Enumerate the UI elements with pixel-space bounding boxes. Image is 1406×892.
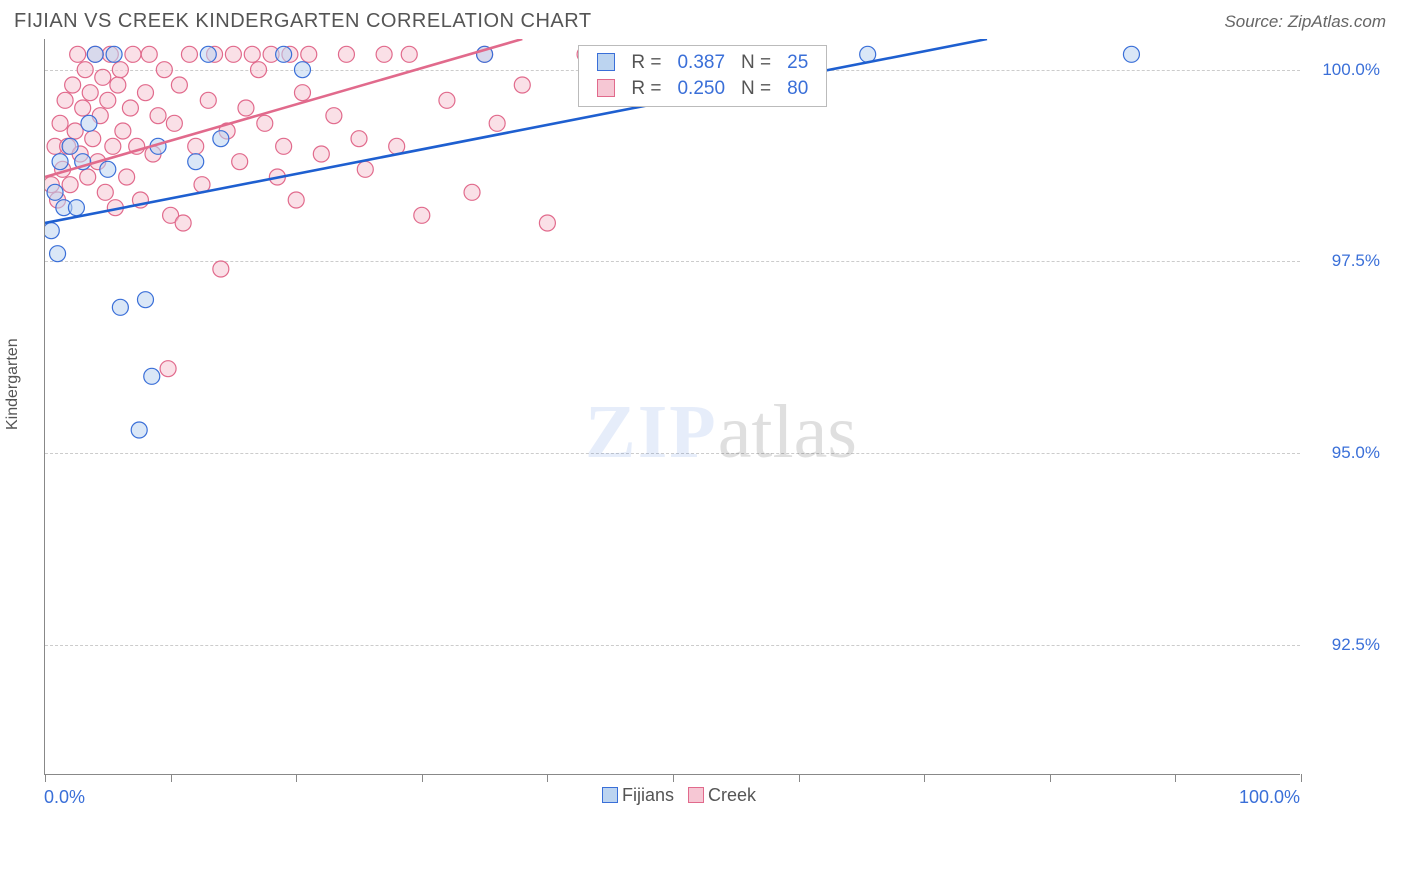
data-point	[70, 46, 86, 62]
data-point	[81, 115, 97, 131]
source-label: Source: ZipAtlas.com	[1224, 12, 1386, 32]
data-point	[181, 46, 197, 62]
data-point	[225, 46, 241, 62]
data-point	[106, 46, 122, 62]
data-point	[65, 77, 81, 93]
data-point	[464, 184, 480, 200]
data-point	[288, 192, 304, 208]
data-point	[87, 46, 103, 62]
ytick-label: 100.0%	[1310, 60, 1380, 80]
data-point	[357, 161, 373, 177]
chart-title: FIJIAN VS CREEK KINDERGARTEN CORRELATION…	[14, 10, 592, 33]
data-point	[100, 92, 116, 108]
data-point	[52, 154, 68, 170]
correlation-legend: R =0.387N =25R =0.250N =80	[578, 45, 827, 107]
plot-area: 92.5%95.0%97.5%100.0%ZIPatlasR =0.387N =…	[44, 39, 1300, 775]
data-point	[351, 131, 367, 147]
data-point	[232, 154, 248, 170]
data-point	[156, 62, 172, 78]
data-point	[213, 131, 229, 147]
data-point	[105, 138, 121, 154]
data-point	[45, 223, 59, 239]
data-point	[244, 46, 260, 62]
data-point	[238, 100, 254, 116]
data-point	[62, 177, 78, 193]
legend-label: Creek	[708, 785, 756, 805]
data-point	[47, 184, 63, 200]
trend-line	[45, 39, 987, 223]
data-point	[213, 261, 229, 277]
data-point	[294, 62, 310, 78]
data-point	[62, 138, 78, 154]
ytick-label: 97.5%	[1310, 251, 1380, 271]
xtick-label: 0.0%	[44, 787, 85, 808]
data-point	[50, 246, 66, 262]
data-point	[77, 62, 93, 78]
x-axis-labels: Fijians Creek 0.0% 100.0%	[44, 781, 1300, 815]
data-point	[52, 115, 68, 131]
data-point	[160, 361, 176, 377]
data-point	[257, 115, 273, 131]
data-point	[489, 115, 505, 131]
data-point	[166, 115, 182, 131]
data-point	[95, 69, 111, 85]
data-point	[122, 100, 138, 116]
legend-swatch	[688, 787, 704, 803]
legend-swatch	[602, 787, 618, 803]
data-point	[514, 77, 530, 93]
data-point	[150, 108, 166, 124]
xtick-label: 100.0%	[1239, 787, 1300, 808]
data-point	[112, 299, 128, 315]
y-axis-label: Kindergarten	[4, 338, 22, 430]
data-point	[131, 422, 147, 438]
data-point	[82, 85, 98, 101]
data-point	[276, 138, 292, 154]
data-point	[97, 184, 113, 200]
data-point	[188, 154, 204, 170]
data-point	[112, 62, 128, 78]
ytick-label: 92.5%	[1310, 635, 1380, 655]
data-point	[125, 46, 141, 62]
data-point	[313, 146, 329, 162]
legend-label: Fijians	[622, 785, 674, 805]
data-point	[80, 169, 96, 185]
data-point	[75, 100, 91, 116]
data-point	[119, 169, 135, 185]
data-point	[539, 215, 555, 231]
header: FIJIAN VS CREEK KINDERGARTEN CORRELATION…	[0, 0, 1406, 39]
plot-svg	[45, 39, 1301, 775]
data-point	[376, 46, 392, 62]
data-point	[137, 292, 153, 308]
data-point	[338, 46, 354, 62]
data-point	[171, 77, 187, 93]
data-point	[85, 131, 101, 147]
data-point	[100, 161, 116, 177]
data-point	[326, 108, 342, 124]
data-point	[110, 77, 126, 93]
data-point	[301, 46, 317, 62]
data-point	[57, 92, 73, 108]
data-point	[401, 46, 417, 62]
data-point	[200, 46, 216, 62]
data-point	[294, 85, 310, 101]
data-point	[68, 200, 84, 216]
bottom-legend: Fijians Creek	[44, 785, 1300, 806]
data-point	[439, 92, 455, 108]
xtick	[1301, 774, 1302, 782]
data-point	[115, 123, 131, 139]
data-point	[175, 215, 191, 231]
data-point	[251, 62, 267, 78]
chart-wrap: 92.5%95.0%97.5%100.0%ZIPatlasR =0.387N =…	[44, 39, 1386, 815]
data-point	[144, 368, 160, 384]
data-point	[200, 92, 216, 108]
data-point	[188, 138, 204, 154]
data-point	[1123, 46, 1139, 62]
ytick-label: 95.0%	[1310, 443, 1380, 463]
data-point	[141, 46, 157, 62]
data-point	[414, 207, 430, 223]
data-point	[137, 85, 153, 101]
data-point	[276, 46, 292, 62]
